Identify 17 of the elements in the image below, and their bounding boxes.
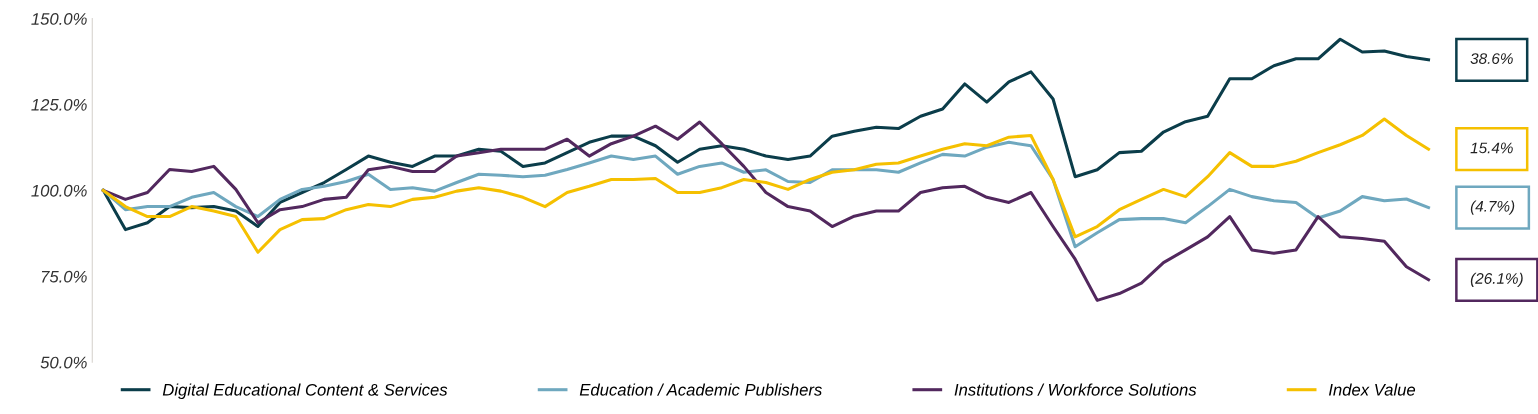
text: (4.7%) [1470, 200, 1515, 215]
y-tick-label: 100.0% [31, 184, 87, 197]
line-series [101, 117, 1431, 254]
text: (26.1%) [1470, 272, 1523, 287]
y-tick-label: 50.0% [40, 356, 87, 369]
text: 38.6% [1470, 53, 1513, 64]
line-series [101, 37, 1431, 232]
legend-label: Index Value [1328, 383, 1416, 396]
line-series [101, 120, 1431, 302]
y-tick-label: 125.0% [31, 98, 87, 111]
y-tick-label: 150.0% [31, 13, 87, 25]
legend-label: Education / Academic Publishers [579, 383, 822, 396]
legend-label: Digital Educational Content & Services [162, 383, 448, 399]
text: 15.4% [1470, 142, 1513, 154]
line-series [101, 140, 1431, 249]
y-tick-label: 75.0% [41, 270, 87, 283]
legend-label: Institutions / Workforce Solutions [954, 383, 1197, 396]
